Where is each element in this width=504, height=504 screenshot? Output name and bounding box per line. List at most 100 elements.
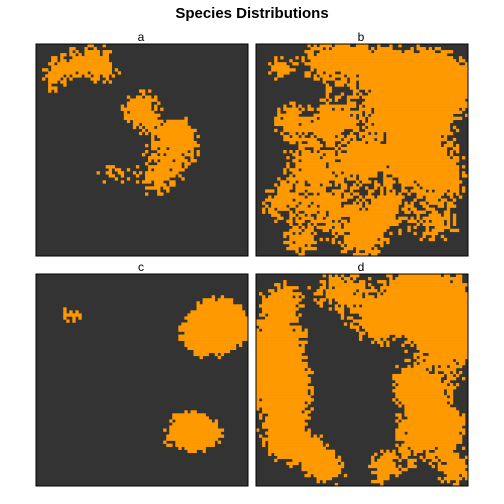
presence-cell bbox=[446, 376, 457, 381]
presence-cell bbox=[419, 455, 423, 460]
presence-cell bbox=[362, 316, 469, 320]
presence-cell bbox=[145, 125, 155, 130]
presence-cell bbox=[398, 180, 414, 184]
presence-cell bbox=[337, 310, 345, 314]
presence-cell bbox=[395, 364, 399, 369]
presence-cell bbox=[48, 86, 58, 90]
presence-cell bbox=[446, 479, 451, 484]
presence-cell bbox=[286, 165, 290, 169]
presence-cell bbox=[398, 383, 448, 387]
presence-cell bbox=[169, 419, 173, 423]
presence-cell bbox=[268, 62, 272, 66]
presence-cell bbox=[398, 422, 466, 426]
presence-cell bbox=[166, 443, 173, 447]
presence-cell bbox=[461, 174, 469, 178]
presence-cell bbox=[48, 71, 76, 75]
presence-cell bbox=[268, 413, 308, 417]
presence-cell bbox=[87, 44, 94, 48]
presence-cell bbox=[443, 476, 463, 481]
presence-cell bbox=[331, 189, 345, 193]
presence-cell bbox=[398, 274, 442, 278]
presence-cell bbox=[416, 358, 423, 363]
presence-cell bbox=[280, 183, 293, 187]
presence-cell bbox=[365, 328, 469, 332]
presence-cell bbox=[371, 47, 375, 51]
presence-cell bbox=[358, 201, 363, 205]
presence-cell bbox=[407, 337, 469, 341]
presence-cell bbox=[292, 458, 342, 463]
presence-cell bbox=[256, 373, 308, 378]
presence-cell bbox=[413, 452, 417, 457]
presence-cell bbox=[358, 113, 363, 117]
presence-cell bbox=[398, 446, 408, 450]
presence-cell bbox=[151, 137, 155, 142]
presence-cell bbox=[262, 328, 293, 332]
presence-cell bbox=[265, 198, 293, 202]
presence-cell bbox=[295, 165, 326, 169]
presence-cell bbox=[283, 286, 299, 290]
presence-cell bbox=[334, 83, 345, 87]
presence-cell bbox=[307, 243, 311, 248]
presence-cell bbox=[346, 95, 360, 99]
presence-cell bbox=[434, 225, 451, 230]
presence-cell bbox=[343, 137, 351, 142]
presence-cell bbox=[458, 59, 466, 63]
presence-cell bbox=[262, 207, 266, 211]
presence-cell bbox=[301, 134, 305, 139]
presence-cell bbox=[51, 68, 113, 72]
presence-cell bbox=[395, 437, 463, 441]
presence-cell bbox=[151, 140, 197, 145]
presence-cell bbox=[380, 482, 384, 487]
presence-cell bbox=[346, 177, 357, 181]
presence-cell bbox=[277, 189, 290, 193]
presence-cell bbox=[328, 283, 366, 287]
presence-cell bbox=[319, 304, 323, 308]
presence-cell bbox=[184, 410, 188, 414]
presence-cell bbox=[126, 95, 131, 99]
presence-cell bbox=[268, 440, 323, 444]
presence-cell bbox=[274, 59, 278, 63]
presence-cell bbox=[277, 186, 293, 190]
presence-cell bbox=[386, 131, 454, 136]
presence-cell bbox=[319, 298, 326, 302]
presence-cell bbox=[349, 77, 469, 81]
panel-title-d: d bbox=[358, 260, 365, 274]
presence-cell bbox=[340, 183, 348, 187]
presence-cell bbox=[60, 56, 64, 60]
presence-cell bbox=[352, 137, 357, 142]
presence-cell bbox=[340, 77, 348, 81]
presence-cell bbox=[304, 210, 317, 214]
presence-cell bbox=[395, 380, 442, 384]
presence-cell bbox=[386, 340, 390, 344]
presence-cell bbox=[286, 461, 299, 466]
presence-cell bbox=[283, 171, 287, 175]
presence-cell bbox=[271, 213, 281, 217]
presence-cell bbox=[346, 143, 442, 148]
presence-cell bbox=[148, 89, 152, 93]
presence-cell bbox=[190, 150, 194, 154]
presence-cell bbox=[256, 380, 311, 384]
presence-cell bbox=[298, 140, 302, 145]
presence-cell bbox=[66, 319, 70, 323]
presence-cell bbox=[84, 47, 88, 51]
presence-cell bbox=[256, 349, 305, 354]
presence-cell bbox=[362, 180, 372, 184]
presence-cell bbox=[151, 134, 155, 139]
presence-cell bbox=[154, 168, 170, 172]
presence-cell bbox=[160, 146, 167, 151]
presence-cell bbox=[413, 352, 423, 357]
presence-cell bbox=[404, 407, 457, 411]
presence-cell bbox=[413, 340, 469, 344]
presence-cell bbox=[289, 243, 305, 248]
presence-cell bbox=[157, 101, 161, 105]
presence-cell bbox=[298, 213, 305, 217]
presence-cell bbox=[310, 47, 323, 51]
presence-cell bbox=[69, 77, 73, 81]
presence-cell bbox=[184, 343, 237, 347]
presence-cell bbox=[383, 183, 393, 187]
presence-cell bbox=[193, 352, 209, 357]
presence-cell bbox=[178, 446, 182, 450]
presence-cell bbox=[256, 364, 308, 369]
presence-cell bbox=[316, 216, 323, 220]
presence-cell bbox=[148, 156, 185, 160]
